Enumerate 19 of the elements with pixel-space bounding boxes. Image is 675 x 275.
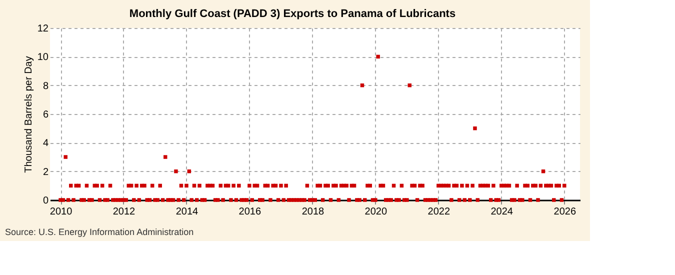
chart-title: Monthly Gulf Coast (PADD 3) Exports to Panama of Lubricants	[129, 8, 456, 20]
x-tick-label: 2012	[112, 206, 136, 218]
x-tick-label: 2022	[428, 206, 450, 218]
x-tick-label: 2024	[490, 206, 514, 218]
x-tick-label: 2016	[238, 206, 262, 218]
y-tick-label: 12	[37, 24, 49, 34]
x-tick-label: 2010	[50, 206, 73, 218]
y-tick-label: 6	[42, 110, 49, 120]
y-tick-label: 8	[42, 80, 49, 92]
y-axis-title: Thousand Barrels per Day	[23, 56, 34, 173]
y-tick-label: 2	[42, 166, 49, 178]
source-note: Source: U.S. Energy Information Administration	[5, 227, 194, 237]
x-tick-label: 2026	[554, 206, 576, 218]
x-tick-label: 2014	[176, 206, 199, 218]
x-tick-label: 2018	[302, 206, 325, 218]
y-tick-label: 4	[42, 138, 49, 150]
y-tick-label: 0	[42, 196, 49, 206]
y-tick-label: 10	[37, 52, 49, 64]
x-tick-label: 2020	[364, 206, 388, 218]
